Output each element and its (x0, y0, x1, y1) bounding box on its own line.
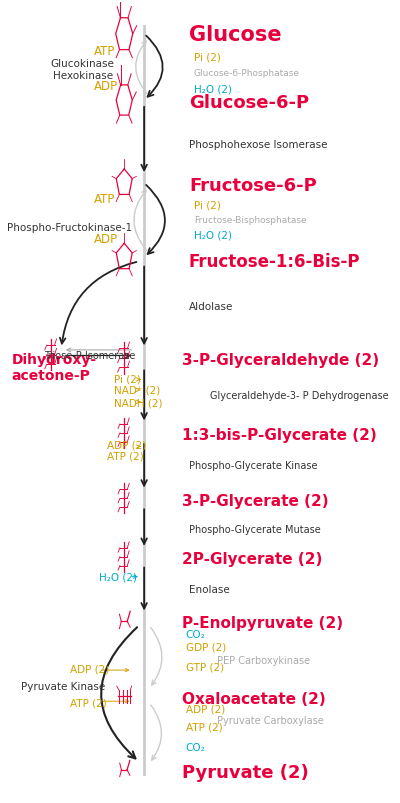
Text: Pyruvate Kinase: Pyruvate Kinase (21, 681, 105, 691)
FancyArrowPatch shape (60, 263, 136, 344)
Text: CO₂: CO₂ (186, 742, 205, 752)
Text: Fructose-Bisphosphatase: Fructose-Bisphosphatase (194, 216, 306, 225)
Text: Dihydroxy-
acetone-P: Dihydroxy- acetone-P (12, 353, 97, 382)
FancyArrowPatch shape (146, 185, 165, 255)
Text: Phospho-Glycerate Kinase: Phospho-Glycerate Kinase (189, 460, 317, 471)
Text: NAD⁺ (2): NAD⁺ (2) (114, 385, 160, 395)
Text: Fructose-1:6-Bis-P: Fructose-1:6-Bis-P (189, 253, 360, 271)
FancyArrowPatch shape (146, 37, 163, 97)
Text: Pi (2): Pi (2) (114, 374, 141, 384)
Text: H₂O (2): H₂O (2) (99, 572, 137, 582)
Text: PEP Carboxykinase: PEP Carboxykinase (217, 656, 310, 666)
Text: Aldolase: Aldolase (189, 302, 233, 312)
Text: Pyruvate Carboxylase: Pyruvate Carboxylase (217, 715, 324, 725)
Text: Pyruvate (2): Pyruvate (2) (182, 764, 309, 781)
Text: ADP: ADP (94, 80, 118, 93)
Text: Glucose-6-P: Glucose-6-P (189, 93, 309, 112)
Text: Oxaloacetate (2): Oxaloacetate (2) (182, 691, 326, 706)
Text: Pi (2): Pi (2) (194, 52, 221, 62)
FancyArrowPatch shape (151, 705, 162, 760)
FancyArrowPatch shape (101, 627, 137, 759)
Text: NADH (2): NADH (2) (114, 398, 163, 408)
FancyArrowPatch shape (151, 628, 162, 685)
FancyArrowPatch shape (136, 42, 147, 95)
Text: ATP (2): ATP (2) (107, 450, 144, 461)
FancyArrowPatch shape (134, 191, 147, 252)
Text: ADP (2): ADP (2) (107, 439, 146, 450)
Text: H₂O (2): H₂O (2) (194, 84, 232, 94)
Text: 3-P-Glycerate (2): 3-P-Glycerate (2) (182, 493, 329, 507)
Text: Phosphohexose Isomerase: Phosphohexose Isomerase (189, 140, 327, 149)
Text: 3-P-Glyceraldehyde (2): 3-P-Glyceraldehyde (2) (182, 353, 379, 368)
Text: ADP (2): ADP (2) (70, 663, 109, 674)
Text: Glucokinase
Hexokinase: Glucokinase Hexokinase (51, 59, 115, 80)
Text: Phospho-Glycerate Mutase: Phospho-Glycerate Mutase (189, 524, 321, 534)
Text: ATP: ATP (94, 45, 116, 58)
Text: Fructose-6-P: Fructose-6-P (189, 177, 317, 195)
Text: ATP (2): ATP (2) (70, 698, 106, 708)
Text: Glucose-6-Phosphatase: Glucose-6-Phosphatase (194, 68, 300, 77)
Text: P-Enolpyruvate (2): P-Enolpyruvate (2) (182, 616, 343, 630)
Text: Triose-P Isomerase: Triose-P Isomerase (44, 350, 135, 361)
Text: Enolase: Enolase (189, 584, 230, 594)
Text: Glucose: Glucose (189, 25, 282, 45)
Text: 1:3-bis-P-Glycerate (2): 1:3-bis-P-Glycerate (2) (182, 427, 377, 442)
Text: ATP (2): ATP (2) (186, 722, 222, 732)
Text: H₂O (2): H₂O (2) (194, 230, 232, 241)
Text: ADP (2): ADP (2) (186, 703, 225, 714)
Text: GTP (2): GTP (2) (186, 662, 224, 672)
Text: Glyceraldehyde-3- P Dehydrogenase: Glyceraldehyde-3- P Dehydrogenase (210, 390, 389, 400)
Text: CO₂: CO₂ (186, 630, 205, 639)
Text: ADP: ADP (94, 233, 118, 246)
Text: 2P-Glycerate (2): 2P-Glycerate (2) (182, 551, 323, 566)
Text: Pi (2): Pi (2) (194, 200, 221, 210)
Text: ATP: ATP (94, 193, 116, 206)
Text: GDP (2): GDP (2) (186, 642, 226, 651)
Text: Phospho-Fructokinase-1: Phospho-Fructokinase-1 (7, 222, 132, 233)
